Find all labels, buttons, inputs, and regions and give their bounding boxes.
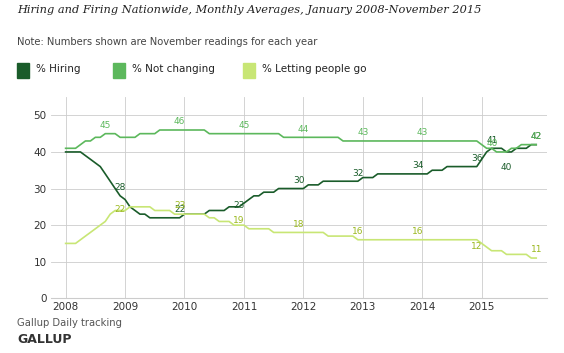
Text: 34: 34 [412,161,423,170]
Text: 45: 45 [238,121,250,130]
Text: 43: 43 [357,128,368,137]
Text: % Letting people go: % Letting people go [262,64,366,74]
Text: Note: Numbers shown are November readings for each year: Note: Numbers shown are November reading… [17,37,318,47]
Text: 40: 40 [501,163,512,172]
Text: 45: 45 [100,121,111,130]
Text: 30: 30 [293,176,305,185]
Text: 32: 32 [352,169,364,178]
Text: 16: 16 [412,227,423,236]
Text: Hiring and Firing Nationwide, Monthly Averages, January 2008-November 2015: Hiring and Firing Nationwide, Monthly Av… [17,5,481,15]
Text: 41: 41 [486,136,497,145]
Text: 23: 23 [174,202,186,210]
Text: 19: 19 [233,216,245,225]
Text: 22: 22 [174,205,186,214]
Text: 42: 42 [531,132,542,141]
Text: % Hiring: % Hiring [36,64,81,74]
Text: 18: 18 [293,220,305,229]
Text: 43: 43 [417,128,428,137]
Text: 23: 23 [233,202,245,210]
Text: 22: 22 [114,205,126,214]
Text: 12: 12 [472,242,483,251]
Text: % Not changing: % Not changing [132,64,215,74]
Text: 42: 42 [531,132,542,141]
Text: 40: 40 [486,139,497,148]
Text: 28: 28 [114,183,126,192]
Text: Gallup Daily tracking: Gallup Daily tracking [17,318,122,328]
Text: 44: 44 [298,125,309,134]
Text: 11: 11 [531,245,542,255]
Text: 46: 46 [174,117,186,126]
Text: GALLUP: GALLUP [17,333,72,346]
Text: 16: 16 [352,227,364,236]
Text: 36: 36 [471,154,483,163]
